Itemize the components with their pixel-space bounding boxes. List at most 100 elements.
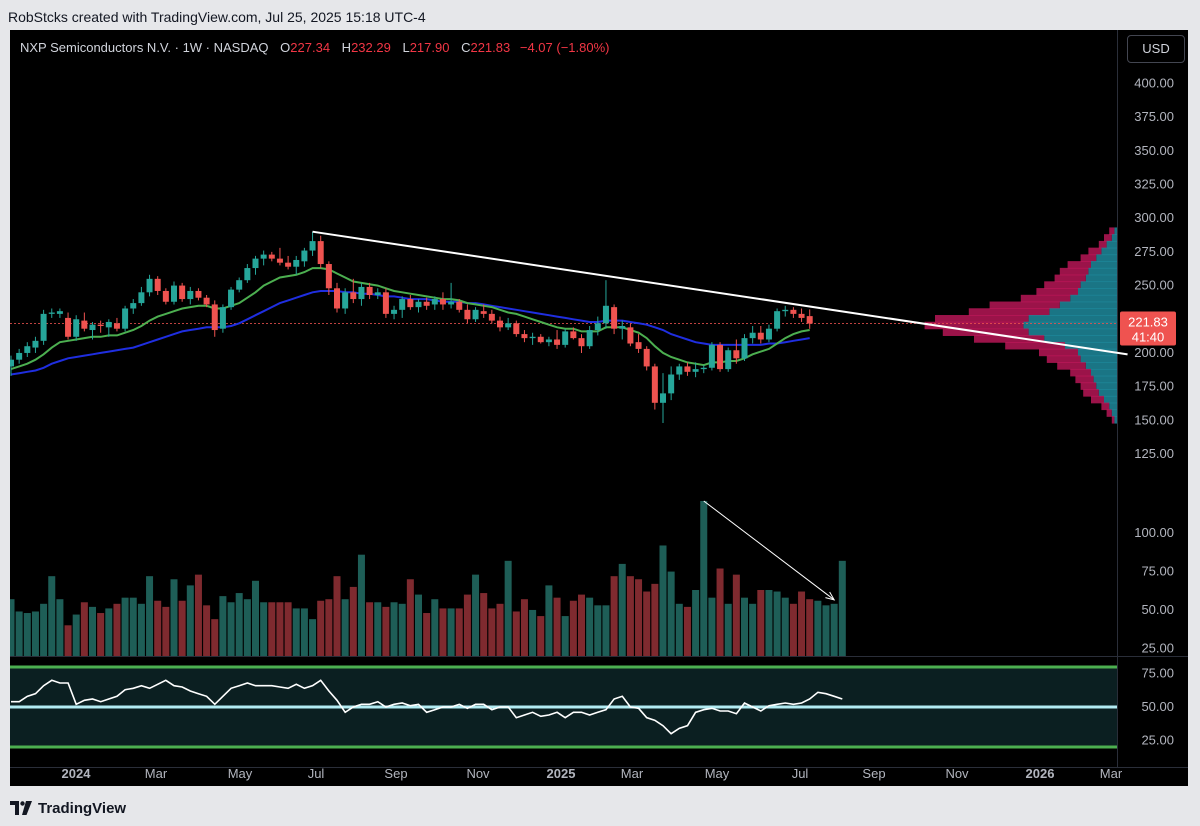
low-value: 217.90 — [409, 40, 450, 55]
volume-profile-up-bar — [1065, 341, 1117, 350]
volume-profile-down-bar — [1075, 375, 1094, 384]
candle-body — [73, 319, 80, 337]
volume-bar — [309, 619, 317, 656]
candle-body — [236, 280, 243, 290]
volume-bar — [252, 580, 259, 656]
candle-body — [325, 264, 332, 289]
volume-bar — [447, 608, 455, 656]
candle-body — [782, 309, 789, 312]
change-value: −4.07 (−1.80%) — [519, 40, 610, 55]
candle-body — [668, 374, 675, 394]
candle-body — [81, 320, 88, 329]
candle-body — [651, 366, 658, 403]
candle-body — [244, 268, 251, 281]
time-axis-tick-label: Jul — [308, 766, 325, 781]
candle-body — [48, 312, 55, 314]
candle-body — [627, 327, 634, 344]
candle-body — [171, 285, 177, 302]
volume-bar — [10, 599, 15, 656]
candle-body — [301, 250, 308, 262]
time-axis-tick-label: Mar — [621, 766, 644, 781]
volume-profile-down-bar — [968, 308, 1050, 316]
chart-canvas[interactable]: 400.00 375.00 350.00 325.00 300.00 275.00 250.… — [10, 30, 1188, 786]
volume-bar — [398, 603, 406, 656]
volume-profile-up-bar — [1091, 261, 1117, 269]
volume-bar — [708, 597, 716, 656]
candle-body — [488, 313, 495, 321]
volume-profile-up-bar — [1106, 240, 1117, 249]
volume-bar — [268, 602, 276, 656]
volume-bar — [292, 608, 300, 656]
candle-body — [195, 290, 202, 298]
volume-profile-up-bar — [1101, 247, 1117, 256]
candle-body — [586, 330, 593, 347]
candle-body — [505, 323, 512, 328]
volume-profile-up-bar — [1111, 234, 1117, 242]
candle-body — [684, 366, 691, 372]
volume-bar — [317, 600, 325, 656]
volume-profile-up-bar — [1111, 409, 1117, 417]
volume-bar — [186, 585, 194, 656]
countdown-value: 41:40 — [1132, 330, 1165, 345]
volume-profile-down-bar — [924, 321, 1024, 330]
volume-bar — [406, 579, 414, 656]
volume-profile-up-bar — [1044, 335, 1117, 343]
candle-body — [276, 258, 283, 263]
candle-body — [741, 338, 748, 359]
volume-profile-up-bar — [1114, 416, 1117, 424]
volume-bar — [48, 576, 56, 656]
volume-profile-down-bar — [1083, 389, 1099, 397]
currency-button[interactable]: USD — [1127, 35, 1185, 63]
time-axis-tick-label: Mar — [145, 766, 168, 781]
price-axis-tick-label: 150.00 — [1134, 412, 1174, 427]
volume-profile-down-bar — [1101, 402, 1110, 411]
volume-profile-down-bar — [1054, 274, 1086, 283]
volume-profile-down-bar — [1005, 341, 1065, 350]
volume-bar — [154, 600, 162, 656]
candle-body — [611, 307, 618, 329]
volume-profile-up-bar — [1028, 328, 1117, 336]
volume-profile-up-bar — [1104, 395, 1117, 404]
volume-trend-arrow — [703, 500, 835, 601]
candle-body — [56, 311, 63, 314]
volume-profile-down-bar — [1080, 382, 1097, 390]
price-axis-tick-label: 300.00 — [1134, 210, 1174, 225]
candle-body — [350, 292, 357, 300]
candle-body — [154, 278, 161, 291]
volume-bar — [667, 571, 675, 656]
candle-body — [260, 254, 267, 259]
candle-body — [456, 301, 463, 310]
volume-profile-up-bar — [1114, 227, 1117, 235]
candle-body — [113, 323, 120, 329]
volume-bar — [40, 603, 48, 656]
volume-bar — [732, 574, 740, 656]
tradingview-brand: TradingView — [38, 799, 127, 817]
candle-body — [219, 307, 226, 329]
volume-bar — [610, 576, 618, 656]
candle-body — [24, 346, 31, 353]
candle-body — [757, 332, 764, 340]
open-label: O — [280, 40, 291, 55]
candle-body — [16, 352, 23, 360]
candle-body — [676, 366, 683, 375]
candle-body — [643, 348, 650, 367]
volume-bar — [80, 602, 88, 656]
price-axis-tick-label: 275.00 — [1134, 244, 1174, 259]
volume-bar — [121, 597, 129, 656]
candle-body — [798, 313, 805, 318]
candle-body — [602, 305, 609, 324]
candle-body — [228, 289, 235, 308]
price-axis-tick-label: 200.00 — [1134, 345, 1174, 360]
candle-body — [146, 278, 153, 293]
volume-axis-tick-label: 25.00 — [1141, 640, 1174, 655]
volume-profile-down-bar — [1067, 261, 1091, 269]
volume-profile-up-bar — [1049, 308, 1117, 316]
volume-bar — [72, 614, 80, 656]
volume-bar — [431, 599, 439, 656]
volume-bar — [455, 608, 463, 656]
chart-frame[interactable]: 400.00 375.00 350.00 325.00 300.00 275.00 250.… — [10, 30, 1188, 786]
volume-profile-down-bar — [935, 315, 1029, 323]
price-axis-tick-label: 350.00 — [1134, 143, 1174, 158]
volume-profile-down-bar — [1104, 234, 1112, 242]
price-axis-tick-label: 375.00 — [1134, 109, 1174, 124]
